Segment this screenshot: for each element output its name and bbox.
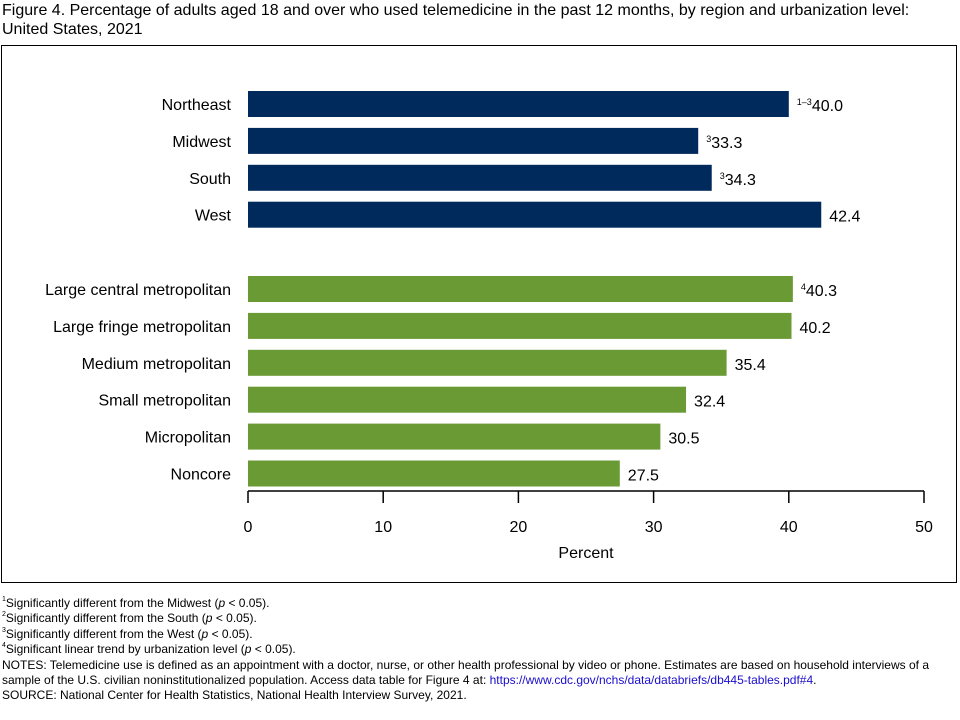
bar — [248, 349, 727, 376]
chart-title: Figure 4. Percentage of adults aged 18 a… — [2, 2, 910, 38]
footnote-p: p — [205, 611, 213, 626]
footnote-tail: < 0.05). — [212, 611, 257, 626]
value-label: 40.2 — [800, 320, 831, 337]
bar — [248, 164, 712, 191]
value-number: 40.0 — [812, 98, 843, 115]
notes-text: NOTES: Telemedicine use is defined as an… — [2, 658, 957, 689]
category-label: South — [189, 171, 231, 188]
category-label: West — [195, 208, 232, 225]
notes-body: NOTES: Telemedicine use is defined as an… — [2, 657, 929, 688]
value-label: 1–340.0 — [797, 97, 843, 115]
value-label: 42.4 — [829, 209, 860, 226]
category-label: Midwest — [172, 134, 231, 151]
value-number: 33.3 — [711, 135, 742, 152]
value-number: 34.3 — [725, 172, 756, 189]
bar — [248, 460, 620, 487]
x-tick-label: 30 — [645, 519, 663, 536]
bar — [248, 91, 789, 117]
footnote-p: p — [244, 642, 252, 657]
footnote-p: p — [201, 626, 209, 641]
category-label: Large central metropolitan — [45, 282, 231, 299]
bar — [248, 312, 792, 339]
category-label: Noncore — [171, 467, 232, 484]
category-label: Micropolitan — [145, 430, 231, 447]
bar — [248, 386, 687, 413]
x-tick-label: 50 — [915, 519, 933, 536]
footnote-mark: 1 — [2, 596, 6, 603]
value-superscript: 3 — [706, 134, 711, 144]
chart-frame — [1, 45, 957, 583]
value-number: 40.3 — [806, 283, 837, 300]
bar — [248, 201, 822, 228]
x-axis-label: Percent — [558, 545, 614, 562]
footnote-text: Significantly different from the South ( — [5, 611, 206, 626]
value-superscript: 1–3 — [797, 97, 812, 107]
value-superscript: 3 — [720, 171, 725, 181]
bar — [248, 127, 699, 154]
value-label: 32.4 — [694, 394, 725, 411]
footnote-text: Significantly different from the West ( — [5, 626, 202, 641]
footnote-tail: < 0.05). — [251, 642, 296, 657]
bar — [248, 423, 661, 450]
footnote-text: Significant linear trend by urbanization… — [5, 642, 245, 657]
footnotes: 1Significantly different from the Midwes… — [2, 596, 957, 704]
bar — [248, 276, 793, 302]
footnote: 3Significantly different from the West (… — [2, 627, 957, 642]
footnote: 4Significant linear trend by urbanizatio… — [2, 642, 957, 657]
value-label: 35.4 — [735, 357, 766, 374]
value-label: 333.3 — [706, 134, 742, 152]
footnote-mark: 4 — [2, 642, 6, 650]
footnote-text: Significantly different from the Midwest… — [5, 596, 219, 610]
value-label: 334.3 — [720, 171, 756, 189]
footnote: 1Significantly different from the Midwes… — [2, 596, 957, 611]
category-label: Small metropolitan — [99, 393, 232, 410]
footnote-mark: 2 — [2, 611, 6, 619]
x-tick-label: 20 — [510, 519, 528, 536]
value-label: 440.3 — [801, 282, 837, 300]
footnote-tail: < 0.05). — [208, 626, 253, 641]
x-tick-label: 40 — [780, 519, 798, 536]
notes-end: . — [813, 673, 817, 688]
category-label: Large fringe metropolitan — [53, 319, 231, 336]
footnote-mark: 3 — [2, 626, 6, 634]
x-tick-label: 0 — [244, 519, 253, 536]
data-table-link[interactable]: https://www.cdc.gov/nchs/data/databriefs… — [489, 673, 814, 688]
category-label: Medium metropolitan — [82, 356, 231, 373]
footnote-tail: < 0.05). — [225, 596, 270, 610]
footnote: 2Significantly different from the South … — [2, 611, 957, 626]
footnote-list: 1Significantly different from the Midwes… — [2, 596, 957, 658]
value-superscript: 4 — [801, 282, 806, 292]
category-label: Northeast — [162, 97, 232, 114]
value-label: 27.5 — [628, 468, 659, 485]
source-text: SOURCE: National Center for Health Stati… — [2, 688, 467, 703]
footnote-p: p — [218, 596, 226, 610]
x-tick-label: 10 — [374, 519, 392, 536]
value-label: 30.5 — [668, 431, 699, 448]
